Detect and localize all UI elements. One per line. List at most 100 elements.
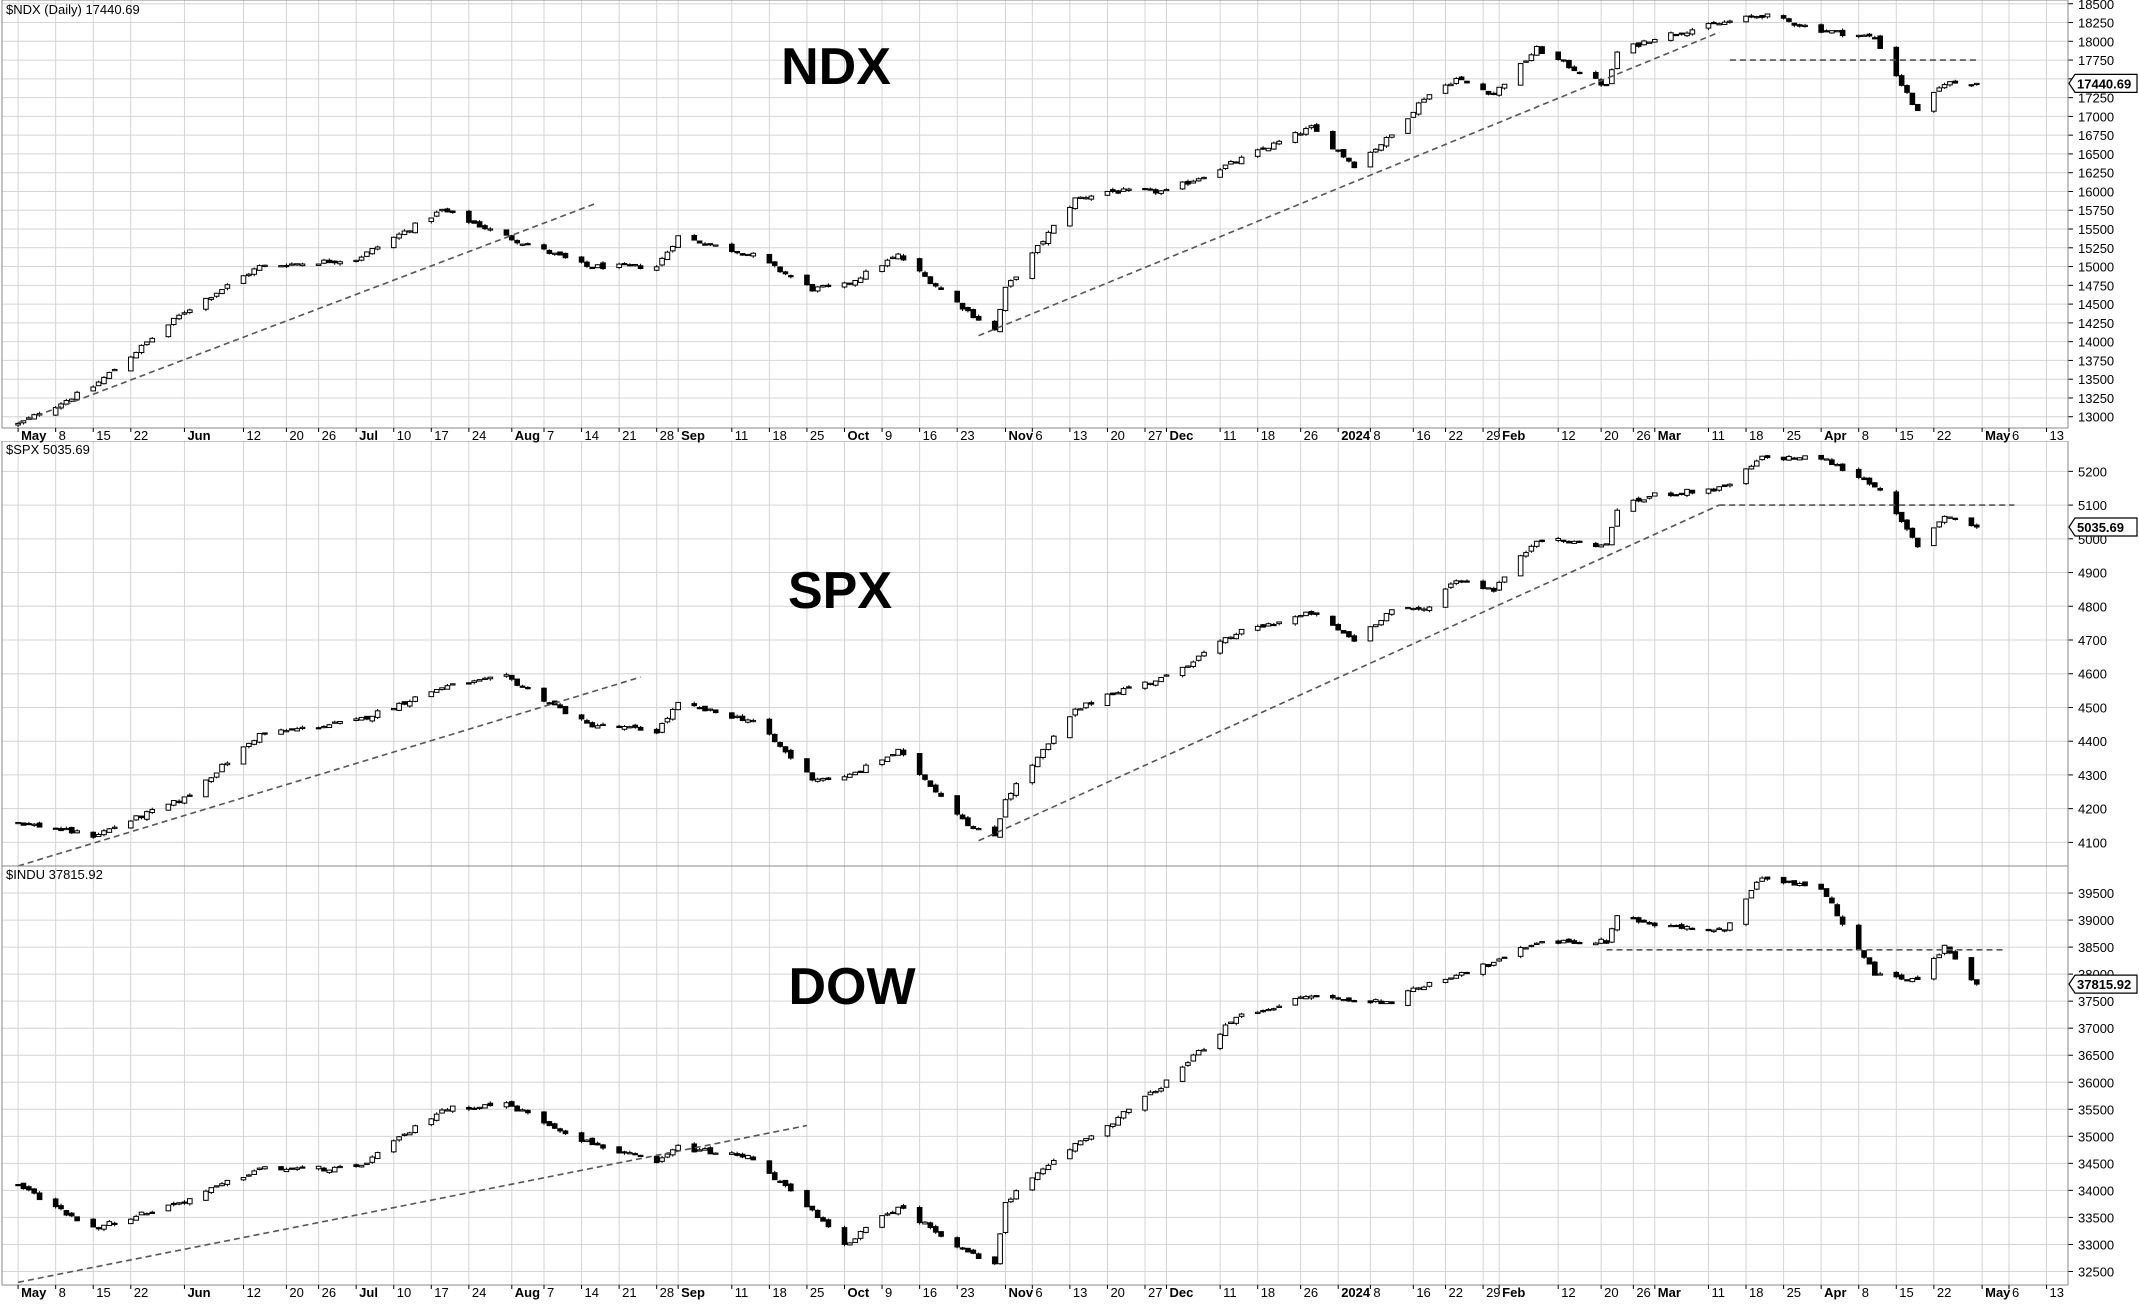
candle-body xyxy=(927,780,934,787)
candle-body xyxy=(1705,23,1712,29)
candle-body xyxy=(240,746,247,765)
candle-body xyxy=(1501,576,1508,583)
candle-body xyxy=(970,1249,977,1254)
candle-body xyxy=(1464,80,1470,84)
y-tick-label: 15250 xyxy=(2078,241,2114,256)
candle-body xyxy=(879,265,885,273)
candle-body xyxy=(74,391,80,400)
candle-body xyxy=(165,324,172,338)
candle-body xyxy=(331,260,338,264)
candle-body xyxy=(932,283,939,287)
candle-body xyxy=(1185,1062,1191,1066)
last-value-label: 37815.92 xyxy=(2077,977,2131,992)
candle-body xyxy=(1759,877,1765,882)
x-tick-label: 11 xyxy=(1711,428,1725,443)
candle-body xyxy=(637,1154,644,1158)
candle-body xyxy=(1372,999,1379,1003)
candle-body xyxy=(353,259,359,263)
candle-body xyxy=(621,1151,628,1154)
candle-body xyxy=(1941,515,1948,523)
candle-body xyxy=(852,1238,859,1243)
candle-body xyxy=(1083,1138,1089,1142)
candle-body xyxy=(578,714,585,720)
candle-body xyxy=(412,222,418,234)
candle-body xyxy=(1067,716,1073,739)
candle-body xyxy=(632,1153,639,1156)
candle-body xyxy=(68,398,75,402)
candle-body xyxy=(1485,963,1492,968)
x-tick-label: 20 xyxy=(1604,428,1618,443)
candle-body xyxy=(181,312,188,315)
candle-body xyxy=(825,1219,832,1228)
candle-body xyxy=(1351,635,1358,642)
candle-body xyxy=(1254,625,1261,631)
candle-body xyxy=(1040,748,1046,758)
x-tick-label: 26 xyxy=(1304,428,1318,443)
x-tick-label: Sep xyxy=(681,1285,705,1300)
candle-body xyxy=(627,1152,633,1155)
x-tick-label: 21 xyxy=(622,428,636,443)
candle-body xyxy=(288,1167,295,1170)
candle-body xyxy=(675,1144,681,1151)
candle-body xyxy=(101,376,107,385)
candle-body xyxy=(213,1185,220,1188)
candle-body xyxy=(551,252,558,255)
candle-body xyxy=(788,275,794,278)
x-tick-label: 26 xyxy=(322,428,336,443)
candle-body xyxy=(1711,488,1717,492)
candle-body xyxy=(412,1125,418,1134)
x-tick-label: 26 xyxy=(322,1285,336,1300)
x-tick-label: 27 xyxy=(1148,428,1162,443)
candle-body xyxy=(1517,63,1524,86)
candle-body xyxy=(1340,630,1347,634)
x-tick-label: 9 xyxy=(885,1285,892,1300)
candle-body xyxy=(1802,455,1808,460)
candle-body xyxy=(1104,190,1111,196)
candle-body xyxy=(1008,792,1014,800)
candle-body xyxy=(187,1198,193,1205)
candle-body xyxy=(1555,51,1562,60)
x-tick-label: 9 xyxy=(885,428,892,443)
candle-body xyxy=(653,1155,660,1164)
candle-body xyxy=(847,773,853,778)
candle-body xyxy=(1372,624,1379,628)
candle-body xyxy=(707,1147,714,1155)
candle-body xyxy=(739,253,746,256)
candle-body xyxy=(675,235,681,248)
candle-body xyxy=(1313,995,1320,998)
candle-body xyxy=(482,677,488,680)
x-tick-label: 6 xyxy=(2012,1285,2019,1300)
candle-body xyxy=(546,1121,553,1127)
candle-body xyxy=(1539,941,1545,944)
candle-body xyxy=(782,746,789,753)
candle-body xyxy=(959,1247,966,1250)
candle-body xyxy=(278,729,284,735)
candle-body xyxy=(294,728,300,732)
candle-body xyxy=(1077,1140,1084,1146)
x-tick-label: 22 xyxy=(1937,428,1951,443)
candle-body xyxy=(203,1190,209,1201)
candle-body xyxy=(374,246,381,250)
candle-body xyxy=(1898,75,1905,86)
candle-body xyxy=(1088,702,1095,705)
candle-body xyxy=(149,337,156,343)
y-tick-label: 13000 xyxy=(2078,410,2114,425)
candle-body xyxy=(1829,459,1835,466)
x-tick-label: Nov xyxy=(1008,1285,1033,1300)
candle-body xyxy=(734,715,740,718)
candle-body xyxy=(208,1187,215,1193)
x-tick-label: Feb xyxy=(1502,1285,1525,1300)
candle-body xyxy=(321,725,327,729)
candle-body xyxy=(90,386,97,392)
candle-body xyxy=(938,287,944,290)
candle-body xyxy=(1539,539,1545,542)
x-tick-label: 22 xyxy=(134,1285,148,1300)
candle-body xyxy=(1405,118,1411,134)
candle-body xyxy=(922,1221,928,1225)
panel-title: DOW xyxy=(788,958,916,1016)
candle-body xyxy=(729,243,735,252)
candle-body xyxy=(734,1153,740,1156)
x-tick-label: 7 xyxy=(547,428,554,443)
candle-body xyxy=(1330,131,1336,150)
candle-body xyxy=(809,1205,816,1211)
